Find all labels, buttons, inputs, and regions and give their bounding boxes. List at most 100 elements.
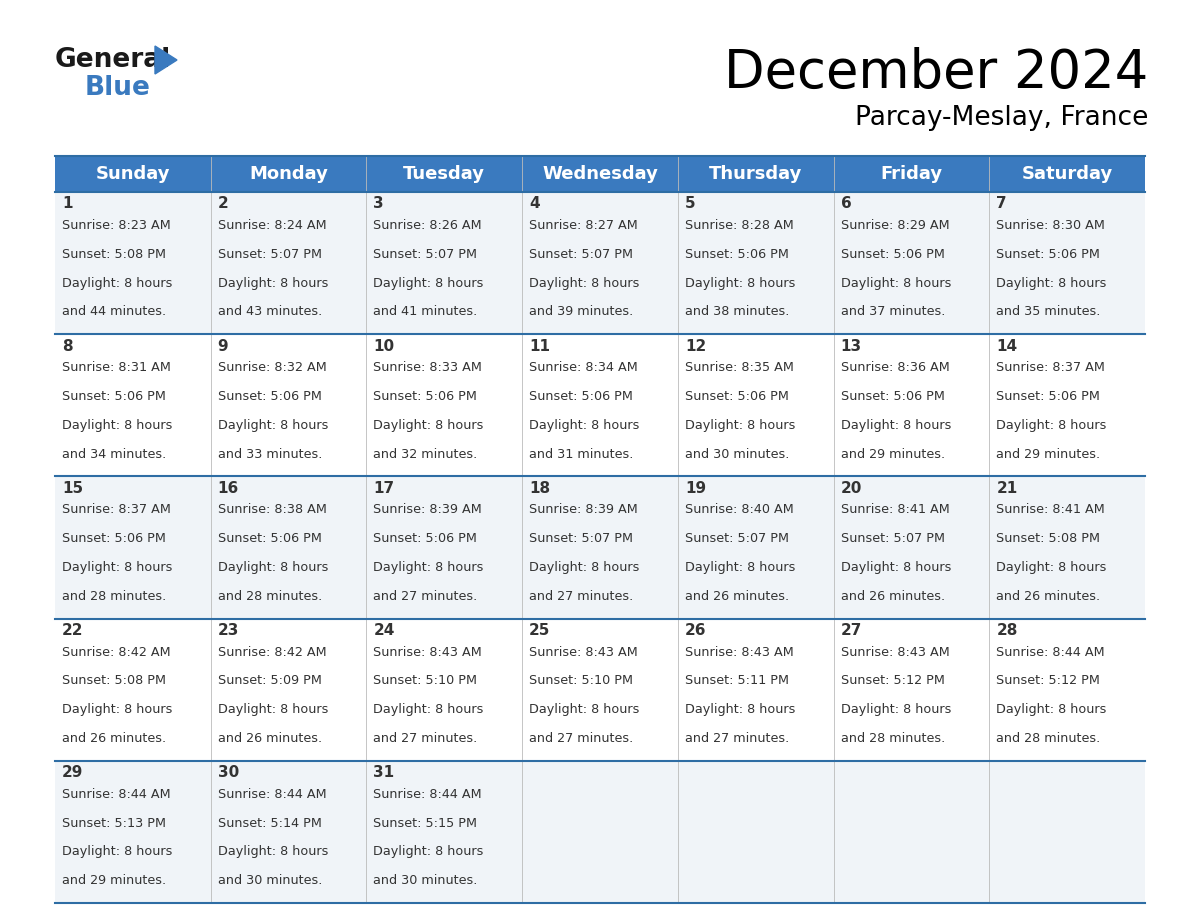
Text: Daylight: 8 hours: Daylight: 8 hours <box>373 276 484 289</box>
Text: 28: 28 <box>997 623 1018 638</box>
Text: Daylight: 8 hours: Daylight: 8 hours <box>997 703 1107 716</box>
Text: Daylight: 8 hours: Daylight: 8 hours <box>529 419 639 431</box>
Text: 15: 15 <box>62 481 83 496</box>
Text: and 26 minutes.: and 26 minutes. <box>684 589 789 603</box>
Text: Sunset: 5:06 PM: Sunset: 5:06 PM <box>373 532 478 545</box>
Text: Sunrise: 8:43 AM: Sunrise: 8:43 AM <box>373 645 482 658</box>
Text: and 32 minutes.: and 32 minutes. <box>373 447 478 461</box>
Text: 1: 1 <box>62 196 72 211</box>
Text: Daylight: 8 hours: Daylight: 8 hours <box>217 561 328 574</box>
Text: Sunset: 5:06 PM: Sunset: 5:06 PM <box>684 248 789 261</box>
Text: Daylight: 8 hours: Daylight: 8 hours <box>684 419 795 431</box>
Text: Sunrise: 8:34 AM: Sunrise: 8:34 AM <box>529 361 638 375</box>
Text: Sunrise: 8:43 AM: Sunrise: 8:43 AM <box>684 645 794 658</box>
Text: Tuesday: Tuesday <box>403 165 485 183</box>
Text: Sunrise: 8:29 AM: Sunrise: 8:29 AM <box>841 219 949 232</box>
Text: Sunrise: 8:24 AM: Sunrise: 8:24 AM <box>217 219 327 232</box>
Text: Sunrise: 8:38 AM: Sunrise: 8:38 AM <box>217 503 327 517</box>
Text: Saturday: Saturday <box>1022 165 1113 183</box>
Text: and 28 minutes.: and 28 minutes. <box>841 732 944 744</box>
Text: Sunrise: 8:27 AM: Sunrise: 8:27 AM <box>529 219 638 232</box>
Text: Sunset: 5:13 PM: Sunset: 5:13 PM <box>62 817 166 830</box>
Text: 4: 4 <box>529 196 539 211</box>
Text: and 27 minutes.: and 27 minutes. <box>373 589 478 603</box>
Text: Daylight: 8 hours: Daylight: 8 hours <box>841 703 950 716</box>
Text: Sunrise: 8:28 AM: Sunrise: 8:28 AM <box>684 219 794 232</box>
Text: Sunrise: 8:44 AM: Sunrise: 8:44 AM <box>217 788 327 800</box>
Text: Sunset: 5:12 PM: Sunset: 5:12 PM <box>997 675 1100 688</box>
Text: 29: 29 <box>62 766 83 780</box>
Text: 3: 3 <box>373 196 384 211</box>
Text: and 28 minutes.: and 28 minutes. <box>997 732 1100 744</box>
Text: Sunset: 5:07 PM: Sunset: 5:07 PM <box>373 248 478 261</box>
Text: Daylight: 8 hours: Daylight: 8 hours <box>997 419 1107 431</box>
Text: and 34 minutes.: and 34 minutes. <box>62 447 166 461</box>
Text: Sunset: 5:09 PM: Sunset: 5:09 PM <box>217 675 322 688</box>
Text: Daylight: 8 hours: Daylight: 8 hours <box>217 845 328 858</box>
Text: Sunset: 5:07 PM: Sunset: 5:07 PM <box>529 248 633 261</box>
Text: Wednesday: Wednesday <box>542 165 658 183</box>
Text: Daylight: 8 hours: Daylight: 8 hours <box>997 561 1107 574</box>
Text: Sunset: 5:10 PM: Sunset: 5:10 PM <box>373 675 478 688</box>
Text: 20: 20 <box>841 481 862 496</box>
Text: Daylight: 8 hours: Daylight: 8 hours <box>62 703 172 716</box>
Text: Sunset: 5:06 PM: Sunset: 5:06 PM <box>217 532 322 545</box>
Text: Daylight: 8 hours: Daylight: 8 hours <box>841 419 950 431</box>
Text: Sunset: 5:07 PM: Sunset: 5:07 PM <box>529 532 633 545</box>
Text: 11: 11 <box>529 339 550 353</box>
Text: Sunset: 5:07 PM: Sunset: 5:07 PM <box>684 532 789 545</box>
Text: Sunset: 5:14 PM: Sunset: 5:14 PM <box>217 817 322 830</box>
Text: 16: 16 <box>217 481 239 496</box>
Text: and 26 minutes.: and 26 minutes. <box>217 732 322 744</box>
Text: Sunset: 5:12 PM: Sunset: 5:12 PM <box>841 675 944 688</box>
Text: and 35 minutes.: and 35 minutes. <box>997 306 1100 319</box>
Text: Sunset: 5:07 PM: Sunset: 5:07 PM <box>841 532 944 545</box>
Text: and 26 minutes.: and 26 minutes. <box>62 732 166 744</box>
Text: Daylight: 8 hours: Daylight: 8 hours <box>217 703 328 716</box>
Text: Sunset: 5:06 PM: Sunset: 5:06 PM <box>841 390 944 403</box>
Bar <box>55 619 1145 761</box>
Polygon shape <box>154 46 177 74</box>
Text: Sunrise: 8:43 AM: Sunrise: 8:43 AM <box>529 645 638 658</box>
Text: Sunset: 5:07 PM: Sunset: 5:07 PM <box>217 248 322 261</box>
Text: Thursday: Thursday <box>709 165 802 183</box>
Text: and 31 minutes.: and 31 minutes. <box>529 447 633 461</box>
Text: Sunrise: 8:44 AM: Sunrise: 8:44 AM <box>997 645 1105 658</box>
Text: Sunset: 5:11 PM: Sunset: 5:11 PM <box>684 675 789 688</box>
Text: 8: 8 <box>62 339 72 353</box>
Text: and 29 minutes.: and 29 minutes. <box>62 874 166 887</box>
Text: Daylight: 8 hours: Daylight: 8 hours <box>217 276 328 289</box>
Text: 2: 2 <box>217 196 228 211</box>
Text: Daylight: 8 hours: Daylight: 8 hours <box>62 561 172 574</box>
Text: 26: 26 <box>684 623 707 638</box>
Text: Sunset: 5:08 PM: Sunset: 5:08 PM <box>997 532 1100 545</box>
Bar <box>55 761 1145 903</box>
Text: 17: 17 <box>373 481 394 496</box>
Text: and 27 minutes.: and 27 minutes. <box>529 589 633 603</box>
Text: 31: 31 <box>373 766 394 780</box>
Text: Parcay-Meslay, France: Parcay-Meslay, France <box>854 105 1148 131</box>
Text: Monday: Monday <box>249 165 328 183</box>
Text: and 30 minutes.: and 30 minutes. <box>373 874 478 887</box>
Text: 19: 19 <box>684 481 706 496</box>
Text: Sunset: 5:08 PM: Sunset: 5:08 PM <box>62 675 166 688</box>
Text: 23: 23 <box>217 623 239 638</box>
Text: and 37 minutes.: and 37 minutes. <box>841 306 944 319</box>
Text: Sunset: 5:06 PM: Sunset: 5:06 PM <box>841 248 944 261</box>
Bar <box>55 156 1145 192</box>
Text: 24: 24 <box>373 623 394 638</box>
Text: Sunrise: 8:40 AM: Sunrise: 8:40 AM <box>684 503 794 517</box>
Text: Sunset: 5:06 PM: Sunset: 5:06 PM <box>684 390 789 403</box>
Text: 25: 25 <box>529 623 550 638</box>
Text: and 27 minutes.: and 27 minutes. <box>373 732 478 744</box>
Text: Sunset: 5:06 PM: Sunset: 5:06 PM <box>529 390 633 403</box>
Text: 18: 18 <box>529 481 550 496</box>
Text: 21: 21 <box>997 481 1018 496</box>
Text: Sunset: 5:10 PM: Sunset: 5:10 PM <box>529 675 633 688</box>
Text: Sunrise: 8:41 AM: Sunrise: 8:41 AM <box>997 503 1105 517</box>
Text: Daylight: 8 hours: Daylight: 8 hours <box>684 276 795 289</box>
Text: and 28 minutes.: and 28 minutes. <box>62 589 166 603</box>
Text: Daylight: 8 hours: Daylight: 8 hours <box>841 276 950 289</box>
Text: Daylight: 8 hours: Daylight: 8 hours <box>529 561 639 574</box>
Text: and 26 minutes.: and 26 minutes. <box>841 589 944 603</box>
